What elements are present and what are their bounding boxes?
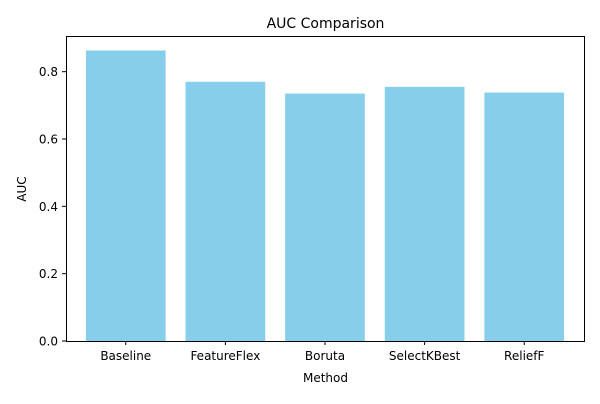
x-tick-label: FeatureFlex <box>190 349 260 363</box>
y-axis-ticks: 0.0 0.2 0.4 0.6 0.8 <box>39 65 66 348</box>
y-tick-label: 0.6 <box>39 133 58 147</box>
y-tick-label: 0.0 <box>39 335 58 349</box>
x-axis-ticks: Baseline FeatureFlex Boruta SelectKBest Reli… <box>100 341 544 363</box>
y-tick-label: 0.4 <box>39 200 58 214</box>
bars-layer <box>86 50 564 341</box>
bar-boruta <box>285 94 365 341</box>
bar-baseline <box>86 50 166 341</box>
x-tick-label: ReliefF <box>504 349 544 363</box>
bar-featureflex <box>186 82 266 341</box>
y-tick-label: 0.8 <box>39 65 58 79</box>
bar-relieff <box>484 93 564 341</box>
x-tick-label: SelectKBest <box>389 349 461 363</box>
x-tick-label: Boruta <box>305 349 345 363</box>
chart-title: AUC Comparison <box>267 16 385 32</box>
y-axis-label: AUC <box>15 176 29 201</box>
x-axis-label: Method <box>303 371 348 385</box>
bar-selectkbest <box>385 87 465 341</box>
y-tick-label: 0.2 <box>39 267 58 281</box>
x-tick-label: Baseline <box>100 349 151 363</box>
